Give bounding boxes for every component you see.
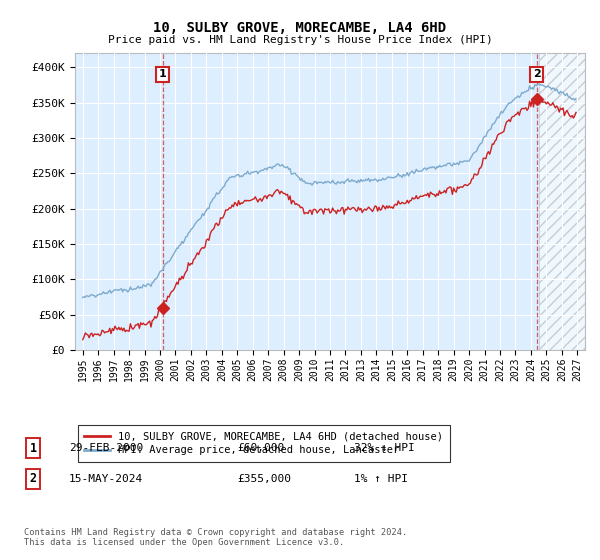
Legend: 10, SULBY GROVE, MORECAMBE, LA4 6HD (detached house), HPI: Average price, detach: 10, SULBY GROVE, MORECAMBE, LA4 6HD (det… [77, 425, 449, 461]
Bar [539, 0, 593, 350]
Text: 1% ↑ HPI: 1% ↑ HPI [354, 474, 408, 484]
Text: Price paid vs. HM Land Registry's House Price Index (HPI): Price paid vs. HM Land Registry's House … [107, 35, 493, 45]
Text: 10, SULBY GROVE, MORECAMBE, LA4 6HD: 10, SULBY GROVE, MORECAMBE, LA4 6HD [154, 21, 446, 35]
Text: 32% ↓ HPI: 32% ↓ HPI [354, 443, 415, 453]
Text: 2: 2 [29, 472, 37, 486]
Text: 15-MAY-2024: 15-MAY-2024 [69, 474, 143, 484]
Text: 29-FEB-2000: 29-FEB-2000 [69, 443, 143, 453]
Text: £355,000: £355,000 [237, 474, 291, 484]
Text: 1: 1 [29, 441, 37, 455]
Text: £60,000: £60,000 [237, 443, 284, 453]
Text: 1: 1 [159, 69, 167, 80]
Text: Contains HM Land Registry data © Crown copyright and database right 2024.
This d: Contains HM Land Registry data © Crown c… [24, 528, 407, 548]
Text: 2: 2 [533, 69, 541, 80]
